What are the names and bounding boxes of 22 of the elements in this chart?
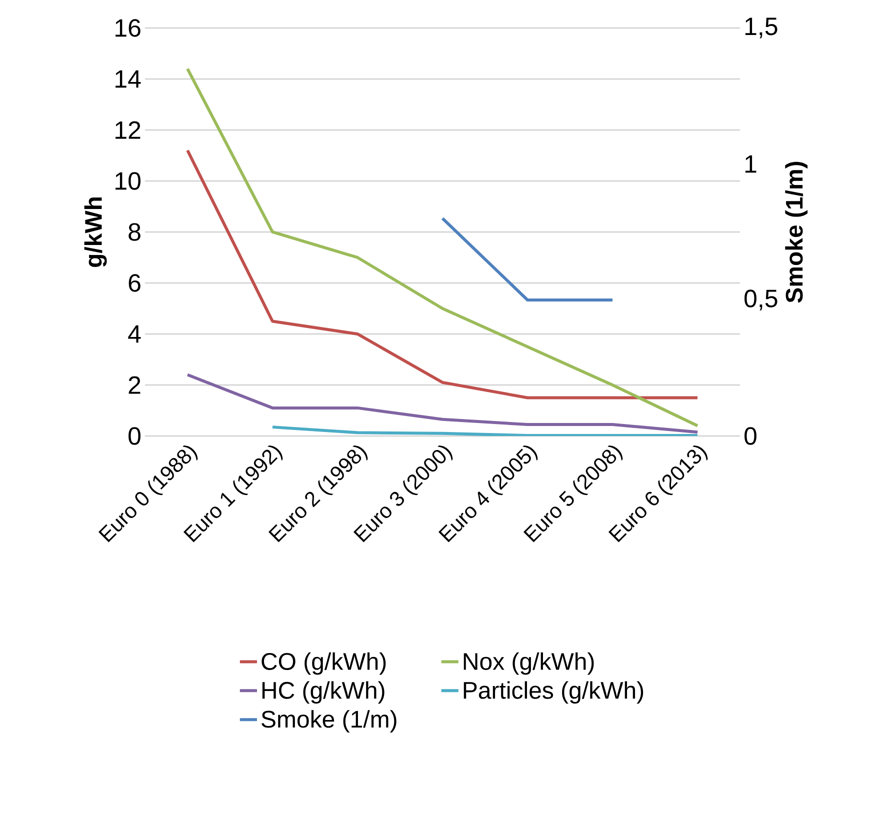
y-tick-label: 4 [128, 325, 141, 343]
legend-label: CO (g/kWh) [262, 652, 386, 675]
y-tick-label: 0 [128, 427, 140, 445]
y2-tick-label: 0 [744, 427, 756, 445]
y-tick-label: 6 [128, 274, 140, 292]
y-tick-label: 16 [116, 19, 140, 37]
y-tick-label: 2 [128, 376, 140, 394]
y2-tick-label: 1 [745, 155, 756, 173]
y-tick-label: 10 [116, 172, 140, 190]
y-tick-label: 12 [116, 121, 140, 139]
y2-tick-label: 0,5 [744, 290, 778, 310]
y-tick-label: 8 [128, 223, 140, 241]
legend-label: Particles (g/kWh) [464, 681, 644, 704]
y2-axis-title: Smoke (1/m) [785, 162, 808, 303]
line-series [186, 373, 699, 434]
legend-label: Nox (g/kWh) [464, 652, 594, 675]
legend-label: Smoke (1/m) [262, 710, 396, 732]
line-series [186, 67, 699, 428]
y2-tick-label: 1,5 [745, 18, 778, 38]
y-tick-label: 14 [116, 70, 141, 88]
legend-label: HC (g/kWh) [262, 681, 384, 704]
y-axis-title: g/kWh [84, 197, 107, 267]
